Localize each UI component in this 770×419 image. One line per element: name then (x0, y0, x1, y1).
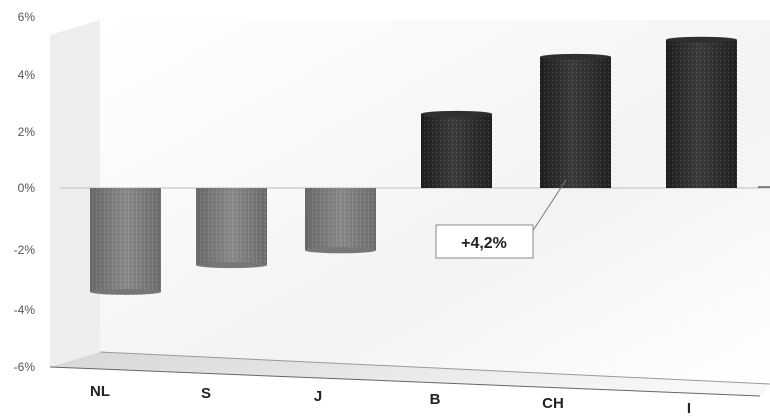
bars (90, 36, 737, 295)
category-label-j: J (314, 388, 322, 405)
bar-texture (421, 113, 492, 188)
bar-texture (196, 188, 267, 266)
y-tick-label: 0% (18, 181, 36, 195)
chart-floor (50, 352, 770, 396)
y-tick-label: -2% (14, 243, 36, 257)
y-tick-label: 4% (18, 68, 36, 82)
bar-texture (305, 188, 376, 251)
category-label-nl: NL (90, 383, 110, 400)
bar-i (666, 36, 737, 188)
bar-cap (90, 288, 161, 295)
category-label-b: B (430, 391, 441, 408)
y-tick-label: 2% (18, 125, 36, 139)
bar-texture (666, 39, 737, 188)
y-tick-label: 6% (18, 10, 36, 24)
bar-cap (305, 247, 376, 254)
bar-nl (90, 188, 161, 295)
chart-side-wall (50, 20, 100, 367)
y-tick-label: -6% (14, 360, 36, 374)
bar-cap (666, 36, 737, 43)
bar-texture (540, 56, 611, 189)
bar-ch (540, 53, 611, 189)
bar-s (196, 188, 267, 269)
floor-back-edge (99, 351, 770, 385)
floor-front-edge (49, 366, 761, 397)
callout-label: +4,2% (461, 235, 507, 252)
bar-cap (421, 110, 492, 117)
callout-box (435, 224, 534, 259)
y-tick-label: -4% (14, 303, 36, 317)
y-axis-tick-labels: 6% 4% 2% 0% -2% -4% -6% (14, 10, 36, 374)
bar-j (305, 188, 376, 254)
bar-cap (196, 262, 267, 269)
callout-leader-line (531, 179, 567, 233)
bar-cap (540, 53, 611, 60)
category-label-ch: CH (542, 395, 564, 412)
bar-texture (90, 188, 161, 292)
category-label-s: S (201, 385, 211, 402)
category-label-i: I (687, 400, 691, 417)
bar-b (421, 110, 492, 188)
x-axis-category-labels: NL S J B CH I (90, 383, 691, 417)
